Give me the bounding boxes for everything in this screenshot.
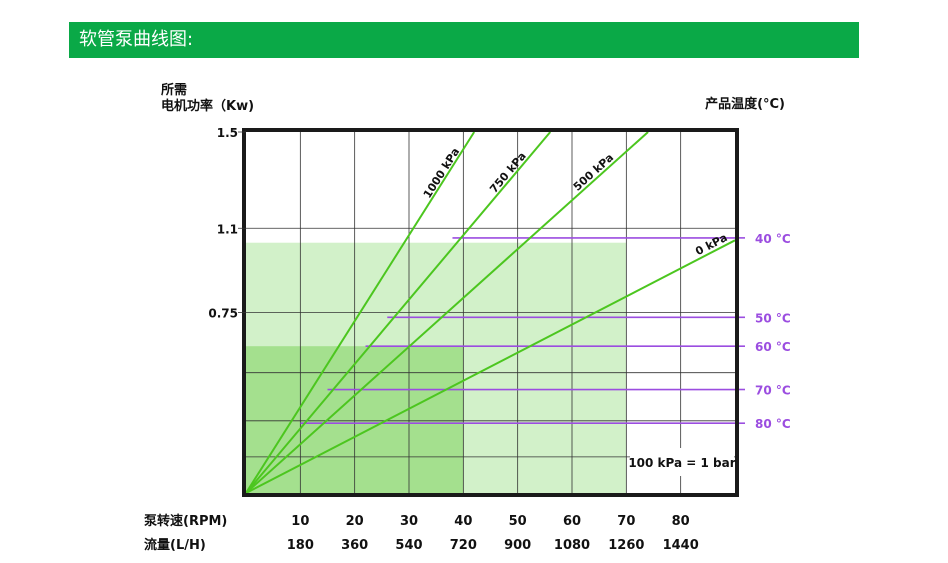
- x-tick-label: 1440: [663, 538, 699, 553]
- x-tick-label: 180: [287, 538, 314, 553]
- x-row-label: 流量(L/H): [144, 537, 206, 553]
- x-row-label: 泵转速(RPM): [144, 513, 227, 529]
- temperature-label: 70 °C: [755, 384, 791, 398]
- pressure-curve: [245, 239, 736, 494]
- y-tick-label: 0.75: [208, 307, 238, 321]
- x-tick-label: 720: [450, 538, 477, 553]
- header-bar: 软管泵曲线图:: [69, 22, 859, 58]
- unit-annotation: 100 kPa = 1 bar: [628, 456, 735, 470]
- x-tick-label: 1080: [554, 538, 590, 553]
- x-axis-rows: 泵转速(RPM) 10 20 30 40 50 60 70 80 流量(L/H) 180 360 540…: [144, 513, 699, 553]
- x-tick-label: 60: [563, 514, 581, 529]
- x-tick-label: 540: [395, 538, 422, 553]
- temperature-label: 80 °C: [755, 417, 791, 431]
- temperature-label: 40 °C: [755, 232, 791, 246]
- x-tick-label: 40: [454, 514, 472, 529]
- pressure-curve-label: 1000 kPa: [421, 146, 462, 201]
- temperature-axis-label: 产品温度(°C): [705, 96, 785, 112]
- temperature-label: 60 °C: [755, 340, 791, 354]
- x-tick-label: 900: [504, 538, 531, 553]
- x-tick-label: 1260: [608, 538, 644, 553]
- x-tick-label: 70: [617, 514, 635, 529]
- temperature-lines: 40 °C 50 °C 60 °C 70 °C 80 °C: [300, 232, 791, 431]
- pressure-curve: [245, 131, 649, 494]
- x-tick-label: 30: [400, 514, 418, 529]
- x-tick-label: 50: [509, 514, 527, 529]
- pressure-curve: [245, 131, 552, 494]
- x-tick-label: 360: [341, 538, 368, 553]
- y-tick-labels: 1.5 1.1 0.75: [208, 126, 246, 321]
- pressure-curve-label: 750 kPa: [487, 150, 529, 196]
- y-tick-label: 1.1: [217, 222, 238, 236]
- x-tick-label: 10: [291, 514, 309, 529]
- y-tick-label: 1.5: [217, 126, 238, 140]
- page-title: 软管泵曲线图:: [79, 29, 194, 50]
- y-axis-label-line2: 电机功率（Kw): [161, 98, 254, 114]
- annotation-box: [630, 448, 734, 476]
- pressure-curve-label: 500 kPa: [571, 151, 616, 194]
- pressure-curve: [245, 131, 476, 494]
- temperature-label: 50 °C: [755, 311, 791, 325]
- y-axis-label-line1: 所需: [161, 82, 187, 98]
- x-tick-label: 80: [672, 514, 690, 529]
- x-tick-label: 20: [346, 514, 364, 529]
- pressure-curve-label: 0 kPa: [693, 231, 729, 258]
- operating-regions: [246, 242, 627, 493]
